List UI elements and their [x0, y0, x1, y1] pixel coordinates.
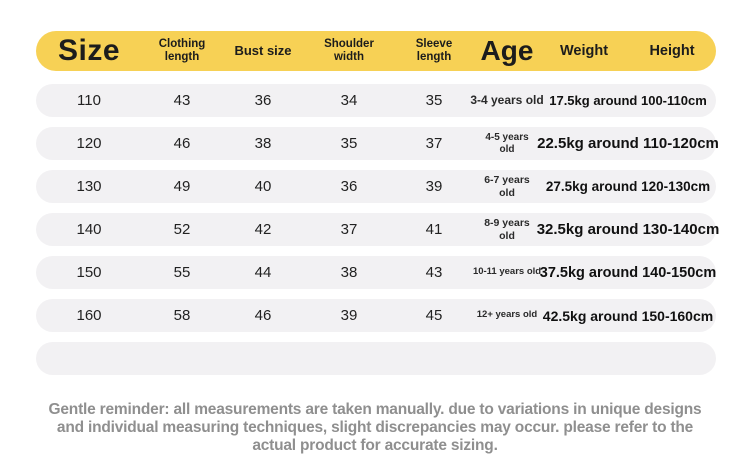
bust-size-value: 36	[254, 92, 272, 109]
reminder-note: Gentle reminder: all measurements are ta…	[48, 401, 702, 454]
clothing-length-value: 52	[173, 221, 191, 238]
age-value: 10-11 years old	[472, 266, 542, 278]
column-header-weight: Weight	[559, 42, 609, 59]
age-value: 4-5 years old	[482, 132, 532, 155]
age-value: 3-4 years old	[470, 92, 544, 108]
weight-height-value: 27.5kg around 120-130cm	[545, 179, 711, 194]
column-header-age: Age	[480, 35, 534, 67]
sleeve-length-value: 43	[425, 264, 443, 281]
table-header-row: Size Clothing length Bust size Shoulder …	[36, 31, 716, 71]
column-header-clothing-length: Clothing length	[152, 38, 212, 64]
shoulder-width-value: 38	[340, 264, 358, 281]
bust-size-value: 38	[254, 135, 272, 152]
table-row-120: 120 46 38 35 37 4-5 years old 22.5kg aro…	[36, 127, 719, 160]
bust-size-value: 46	[254, 307, 272, 324]
age-value: 8-9 years old	[481, 217, 533, 241]
clothing-length-value: 46	[173, 135, 191, 152]
column-header-height: Height	[649, 42, 695, 59]
column-header-label: Clothing length	[158, 38, 206, 63]
column-header-label: Sleeve length	[415, 38, 453, 63]
size-value: 110	[77, 92, 101, 109]
shoulder-width-value: 37	[340, 221, 358, 238]
table-row-empty	[36, 342, 716, 375]
shoulder-width-value: 36	[340, 178, 358, 195]
weight-height-value: 42.5kg around 150-160cm	[542, 307, 714, 324]
size-table: Size Clothing length Bust size Shoulder …	[36, 31, 719, 375]
size-value: 120	[76, 135, 102, 152]
sleeve-length-value: 41	[425, 221, 443, 238]
bust-size-value: 44	[254, 264, 272, 281]
size-value: 160	[76, 307, 102, 324]
age-text: 10-11 years old	[472, 266, 542, 278]
clothing-length-value: 43	[173, 92, 191, 109]
shoulder-width-value: 35	[340, 135, 358, 152]
sleeve-length-value: 45	[425, 307, 443, 324]
clothing-length-value: 49	[173, 178, 191, 195]
column-header-shoulder-width: Shoulder width	[319, 38, 379, 64]
shoulder-width-value: 39	[340, 307, 358, 324]
weight-height-value: 37.5kg around 140-150cm	[539, 264, 717, 281]
weight-height-value: 32.5kg around 130-140cm	[536, 221, 720, 238]
column-header-label: Shoulder width	[324, 38, 374, 63]
age-value: 6-7 years old	[481, 174, 533, 198]
size-value: 140	[76, 221, 102, 238]
age-text: 3-4 years old	[470, 92, 544, 107]
age-text: 8-9 years old	[484, 217, 530, 242]
table-row-130: 130 49 40 36 39 6-7 years old 27.5kg aro…	[36, 170, 716, 203]
table-row-110: 110 43 36 34 35 3-4 years old 17.5kg aro…	[36, 84, 716, 117]
table-row-160: 160 58 46 39 45 12+ years old 42.5kg aro…	[36, 299, 716, 332]
bust-size-value: 42	[254, 221, 272, 238]
column-header-size: Size	[57, 34, 121, 68]
bust-size-value: 40	[254, 178, 272, 195]
table-row-150: 150 55 44 38 43 10-11 years old 37.5kg a…	[36, 256, 716, 289]
sleeve-length-value: 39	[425, 178, 443, 195]
clothing-length-value: 55	[173, 264, 191, 281]
weight-height-value: 22.5kg around 110-120cm	[537, 135, 719, 152]
age-text: 4-5 years old	[485, 132, 529, 155]
weight-height-value: 17.5kg around 100-110cm	[549, 93, 707, 108]
column-header-sleeve-length: Sleeve length	[404, 38, 464, 64]
sleeve-length-value: 37	[425, 135, 443, 152]
size-value: 150	[76, 264, 102, 281]
age-text: 6-7 years old	[484, 174, 530, 199]
sleeve-length-value: 35	[425, 92, 443, 109]
column-header-bust-size: Bust size	[234, 42, 292, 58]
age-value: 12+ years old	[476, 309, 538, 321]
age-text: 12+ years old	[476, 309, 538, 321]
shoulder-width-value: 34	[340, 92, 358, 109]
size-value: 130	[76, 178, 102, 195]
table-row-140: 140 52 42 37 41 8-9 years old 32.5kg aro…	[36, 213, 719, 246]
clothing-length-value: 58	[173, 307, 191, 324]
